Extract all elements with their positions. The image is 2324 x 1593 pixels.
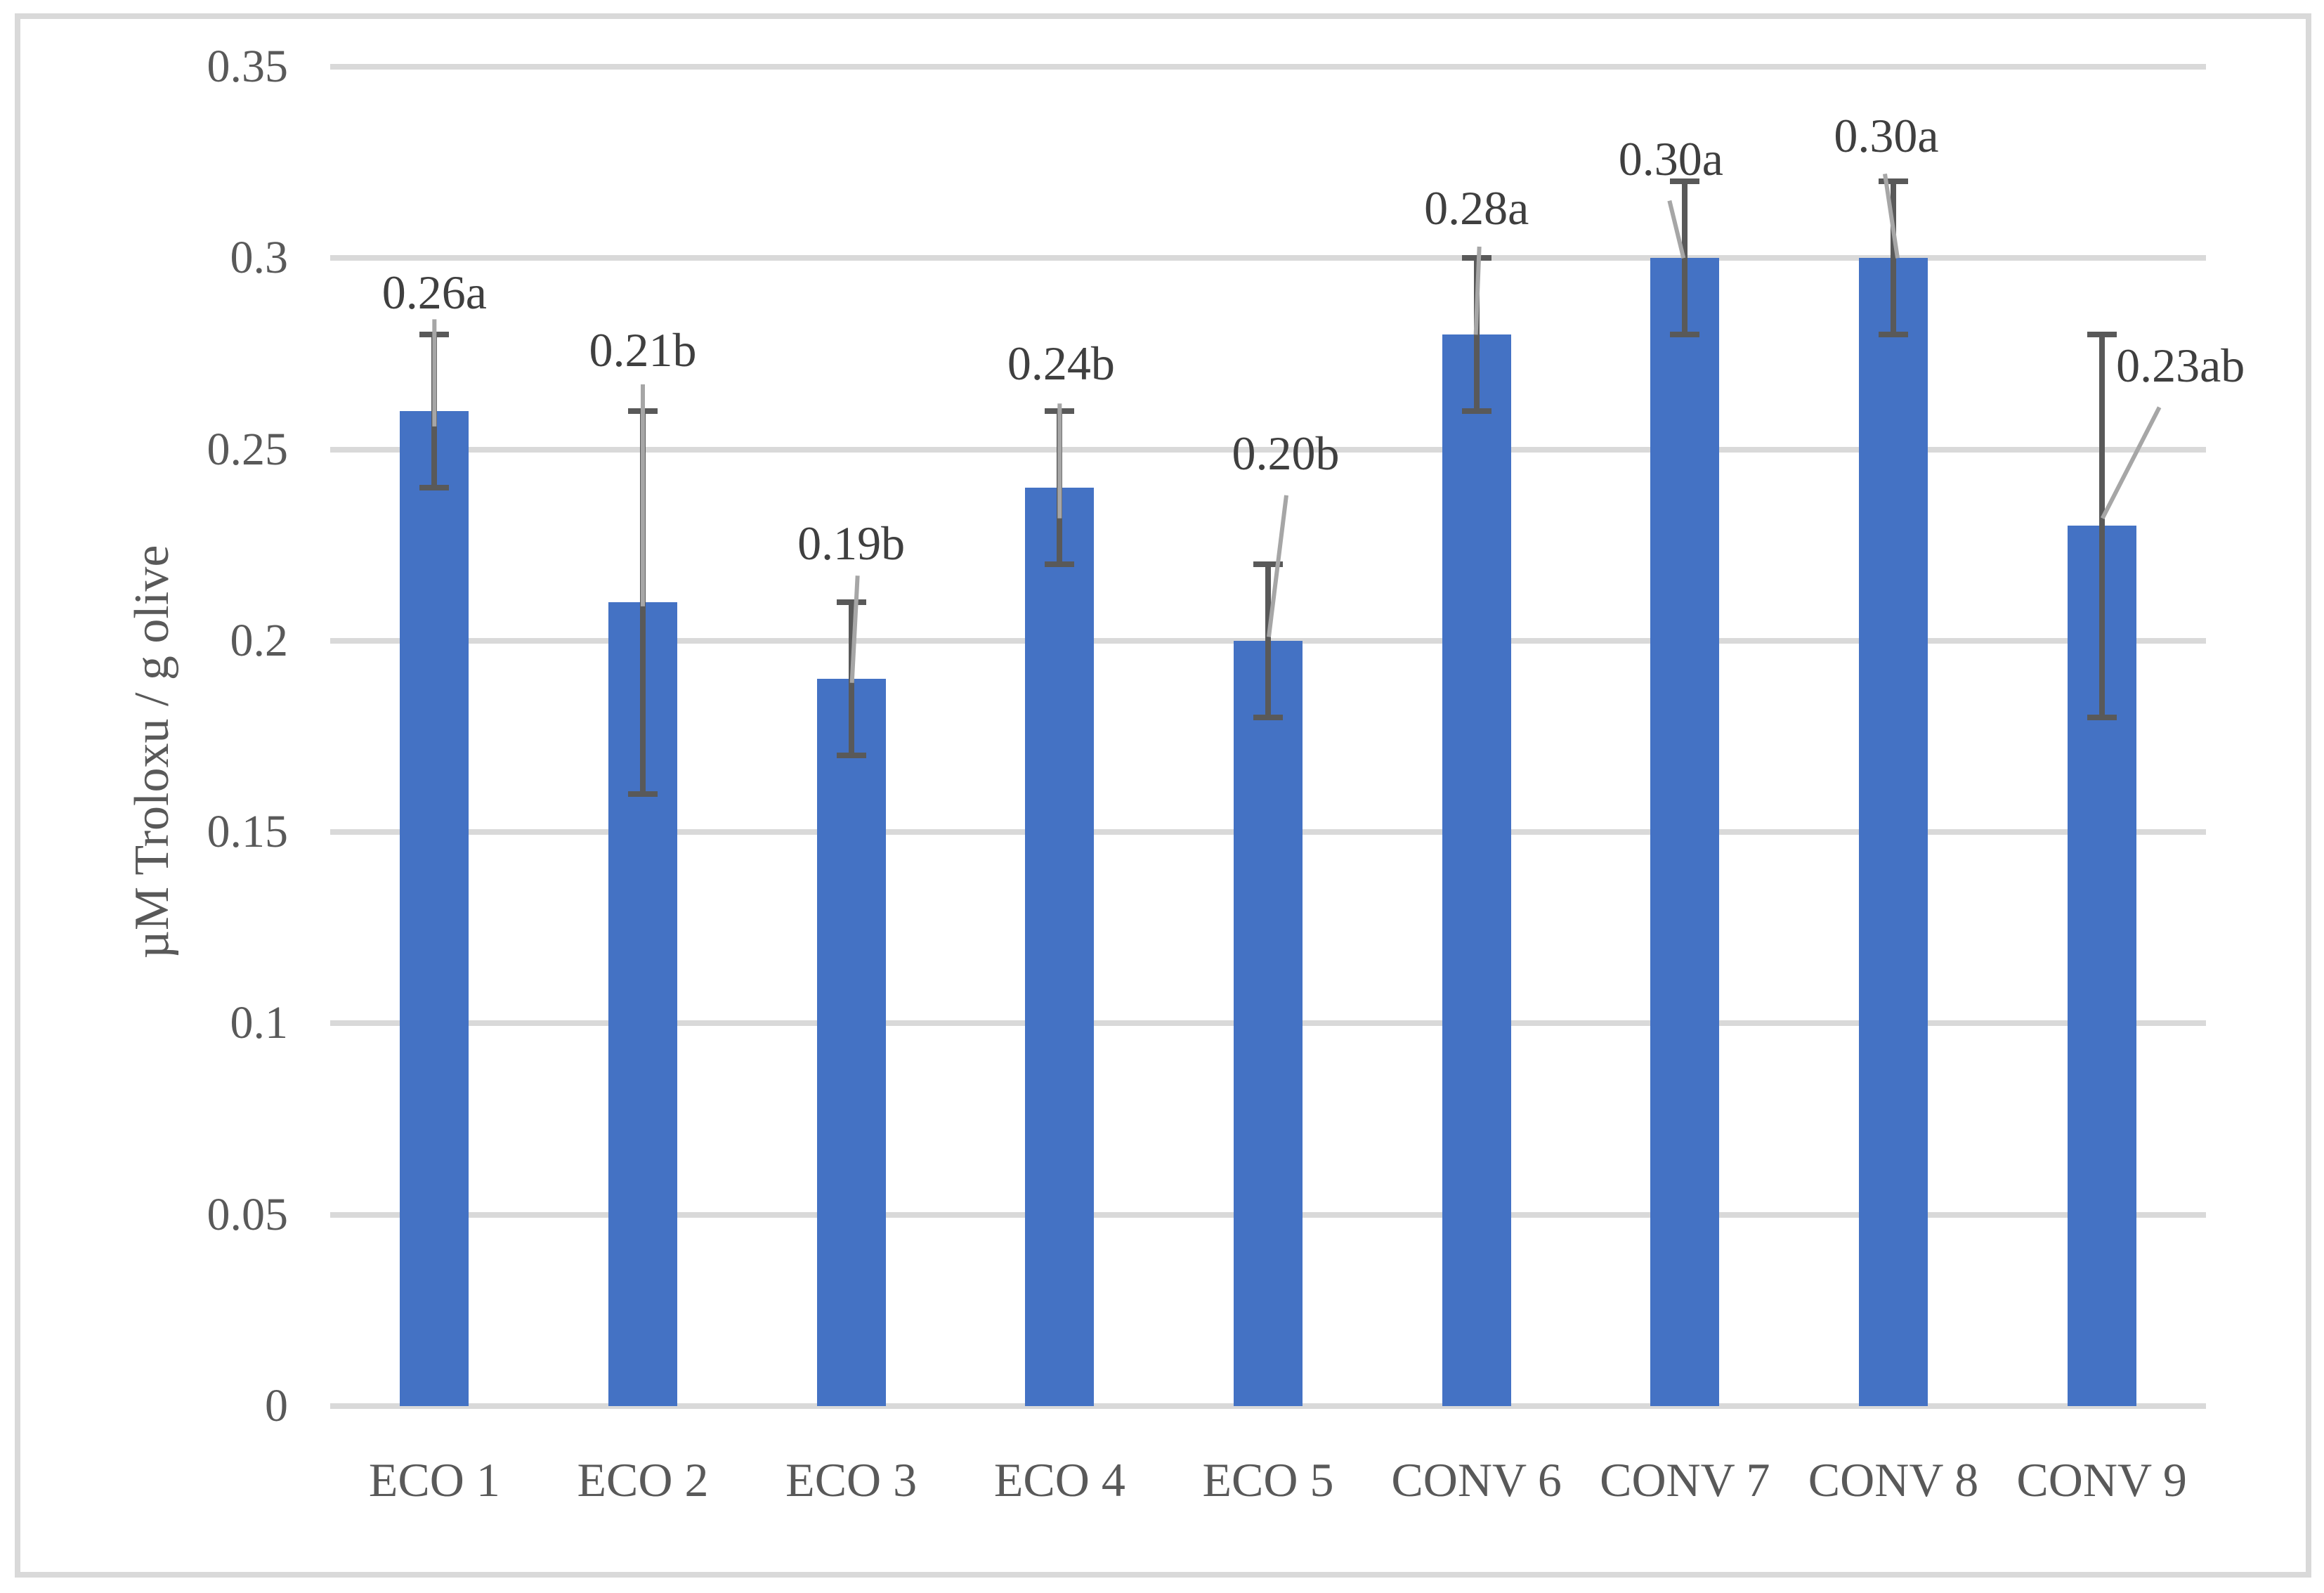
error-bar — [1682, 181, 1688, 335]
error-bar-cap — [1670, 332, 1700, 338]
gridline — [330, 1403, 2206, 1409]
y-tick-label: 0.35 — [207, 41, 289, 92]
y-tick-label: 0.2 — [230, 614, 289, 666]
error-bar-cap — [1045, 561, 1075, 567]
data-label: 0.23ab — [2116, 338, 2245, 392]
error-bar-cap — [1253, 561, 1283, 567]
bar — [816, 679, 886, 1406]
x-category-label: ECO 3 — [785, 1453, 918, 1507]
x-category-label: ECO 2 — [577, 1453, 709, 1507]
y-axis-title: µM Troloxu / g olive — [125, 545, 179, 959]
error-bar-cap — [628, 408, 658, 415]
y-tick-label: 0.3 — [230, 232, 289, 284]
x-category-label: ECO 4 — [993, 1453, 1125, 1507]
x-category-label: ECO 1 — [368, 1453, 500, 1507]
gridline — [330, 64, 2206, 70]
y-tick-label: 0 — [265, 1380, 288, 1431]
data-label: 0.20b — [1232, 427, 1340, 481]
y-tick-label: 0.15 — [207, 806, 289, 858]
y-tick-label: 0.05 — [207, 1188, 289, 1240]
error-bar-cap — [419, 332, 450, 338]
error-bar-cap — [419, 485, 450, 491]
error-bar-cap — [1879, 332, 1908, 338]
x-category-label: ECO 5 — [1202, 1453, 1334, 1507]
gridline — [330, 446, 2206, 453]
y-tick-label: 0.25 — [207, 423, 289, 475]
x-category-label: CONV 8 — [1808, 1453, 1979, 1507]
error-bar-cap — [1461, 408, 1491, 415]
error-bar — [431, 334, 438, 488]
error-bar — [1891, 181, 1896, 335]
error-bar-cap — [2087, 332, 2117, 338]
error-bar — [1057, 411, 1063, 564]
bar — [400, 411, 469, 1406]
error-bar — [1473, 258, 1480, 412]
error-bar-cap — [1253, 714, 1283, 720]
error-bar-cap — [1045, 408, 1075, 415]
error-bar-cap — [836, 599, 866, 606]
data-label: 0.21b — [589, 323, 697, 377]
x-category-label: CONV 7 — [1600, 1453, 1770, 1507]
error-bar-cap — [836, 753, 866, 759]
bar — [1025, 488, 1095, 1406]
data-label: 0.24b — [1007, 337, 1115, 391]
gridline — [330, 255, 2206, 261]
error-bar — [848, 602, 854, 756]
error-bar-cap — [1670, 178, 1700, 185]
x-category-label: CONV 9 — [2016, 1453, 2187, 1507]
error-bar-cap — [2087, 714, 2117, 720]
data-label: 0.26a — [381, 266, 487, 320]
error-bar — [2098, 334, 2105, 717]
x-category-label: CONV 6 — [1391, 1453, 1562, 1507]
data-label: 0.30a — [1618, 131, 1723, 186]
data-label: 0.28a — [1424, 181, 1529, 235]
bar — [1234, 640, 1303, 1406]
bar — [1650, 258, 1720, 1406]
error-bar — [640, 411, 646, 794]
y-tick-label: 0.1 — [230, 997, 289, 1049]
chart-outer-border — [15, 13, 2311, 1578]
data-label: 0.19b — [797, 516, 906, 570]
data-label: 0.30a — [1834, 109, 1939, 163]
error-bar-cap — [1879, 178, 1908, 185]
bar — [1442, 334, 1511, 1406]
bar — [1859, 258, 1928, 1406]
error-bar-cap — [628, 791, 658, 797]
error-bar — [1265, 564, 1271, 717]
error-bar-cap — [1461, 255, 1491, 261]
